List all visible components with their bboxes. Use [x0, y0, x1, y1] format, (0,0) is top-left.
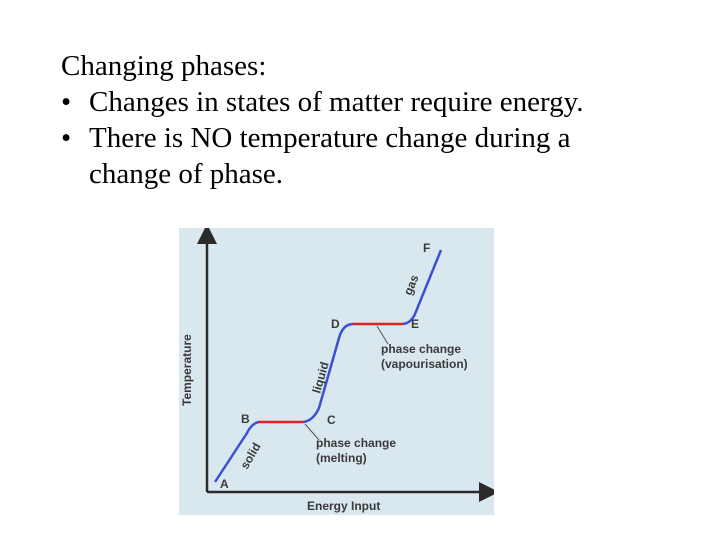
bullet-marker: •: [61, 86, 72, 118]
bullet-2-line-1: There is NO temperature change during a: [89, 122, 571, 154]
slide-text: Changing phases: • Changes in states of …: [61, 48, 701, 192]
melting-annotation-line-2: (melting): [316, 451, 367, 465]
point-a: A: [220, 477, 229, 491]
bullet-2: • There is NO temperature change during …: [61, 120, 701, 192]
bullet-2-line-2: change of phase.: [89, 158, 284, 190]
heating-curve-diagram: Temperature Energy Input A B C D E F sol…: [179, 228, 494, 515]
point-c: C: [327, 413, 336, 427]
point-f: F: [423, 241, 430, 255]
diagram-background: [179, 228, 494, 515]
point-b: B: [241, 412, 250, 426]
bullet-1-text: Changes in states of matter require ener…: [89, 86, 584, 118]
point-d: D: [331, 317, 340, 331]
vapourisation-pointer: [376, 325, 389, 345]
gas-segment: [402, 249, 443, 326]
liquid-segment: [302, 322, 354, 424]
point-e: E: [411, 317, 419, 331]
y-axis-label: Temperature: [180, 334, 194, 406]
melting-annotation-line-1: phase change: [316, 436, 396, 450]
bullet-1: • Changes in states of matter require en…: [61, 84, 701, 120]
vapourisation-annotation-line-2: (vapourisation): [381, 357, 468, 371]
slide-heading: Changing phases:: [61, 50, 267, 82]
vapourisation-annotation-line-1: phase change: [381, 342, 461, 356]
melting-pointer: [304, 423, 320, 441]
bullet-marker: •: [61, 122, 72, 154]
solid-segment: [213, 420, 260, 483]
x-axis-label: Energy Input: [307, 499, 380, 513]
